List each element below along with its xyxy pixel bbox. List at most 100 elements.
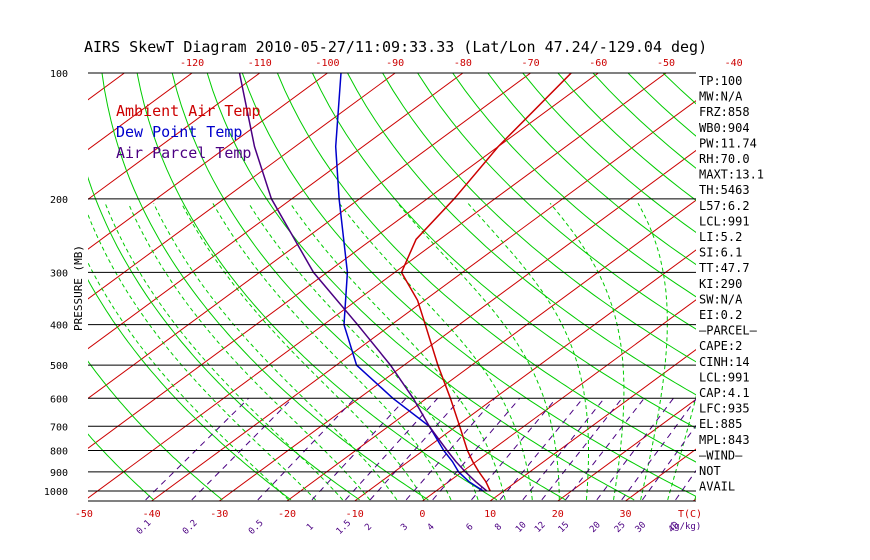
isotherm-line	[286, 199, 696, 501]
pressure-tick-label: 100	[50, 69, 68, 80]
mixing-ratio-line	[311, 397, 407, 501]
dry-adiabat-line	[88, 278, 292, 501]
isotherm-line	[88, 73, 464, 350]
ambient-air-temp-line	[400, 73, 572, 492]
pressure-tick-label: 1000	[44, 487, 68, 498]
index-entry: MW:N/A	[699, 90, 743, 104]
top-temp-tick-label: -110	[248, 58, 272, 69]
isotherm-line	[88, 73, 125, 101]
index-entry: AVAIL	[699, 480, 735, 494]
mixing-ratio-line	[405, 397, 496, 501]
top-temp-tick-label: -40	[725, 58, 743, 69]
dry-adiabat-line	[768, 73, 870, 500]
moist-adiabat-line	[212, 203, 452, 501]
pressure-tick-label: 300	[50, 268, 68, 279]
index-entry: SI:6.1	[699, 246, 742, 260]
bottom-temperature-axis: -50 -40 -30 -20 -10 0 10 20 30 T(C)	[75, 509, 702, 520]
top-temp-tick-label: -90	[386, 58, 404, 69]
index-entry: WB0:904	[699, 121, 750, 135]
moist-adiabat-line	[467, 202, 589, 500]
mixing-ratio-line	[621, 398, 696, 501]
index-entry: EI:0.2	[699, 308, 742, 322]
dry-adiabat-line	[452, 73, 696, 298]
index-entry: LCL:991	[699, 370, 750, 384]
isotherm-line	[0, 73, 57, 501]
dry-adiabat-line	[662, 73, 696, 105]
pressure-tick-label: 600	[50, 394, 68, 405]
moist-adiabat-line	[127, 203, 371, 501]
index-entry: L57:6.2	[699, 199, 750, 213]
index-entry: CAPE:2	[699, 339, 742, 353]
dry-adiabat-line	[276, 73, 696, 463]
dry-adiabat-line	[88, 360, 223, 501]
mixing-ratio-line	[471, 397, 557, 501]
index-entry: TP:100	[699, 74, 742, 88]
dry-adiabat-line	[88, 176, 360, 501]
index-entry: TT:47.7	[699, 261, 750, 275]
index-entry: PW:11.74	[699, 136, 757, 150]
index-entry: KI:290	[699, 277, 742, 291]
dry-adiabat-line	[803, 73, 870, 500]
top-temp-tick-label: -70	[522, 58, 540, 69]
thermodynamic-grid	[0, 73, 870, 501]
index-entry: TH:5463	[699, 183, 750, 197]
index-entry: —PARCEL—	[699, 324, 758, 338]
legend-air-parcel-temp: Air Parcel Temp	[116, 144, 251, 162]
dry-adiabat-line	[382, 73, 696, 363]
dew-point-temp-line	[334, 73, 484, 492]
isotherm-line	[219, 149, 696, 501]
moist-adiabat-line	[153, 203, 398, 501]
top-temp-tick-label: -60	[589, 58, 607, 69]
isotherm-line	[557, 398, 696, 501]
bottom-temp-tick-label: -20	[278, 509, 296, 520]
mixing-ratio-tick-label: 1.5	[335, 518, 354, 537]
index-entry: NOT	[699, 464, 721, 478]
index-entry: —WIND—	[699, 448, 743, 462]
index-entry: LFC:935	[699, 402, 750, 416]
mixing-ratio-tick-label: 10	[514, 520, 529, 535]
mixing-ratio-tick-label: 3	[399, 522, 410, 533]
mixing-ratio-tick-label: 2	[363, 522, 374, 533]
moist-adiabat-line	[104, 203, 344, 501]
mixing-ratio-tick-label: 20	[588, 520, 603, 535]
mixing-ratio-tick-label: 0.5	[247, 518, 266, 537]
dry-adiabat-line	[347, 73, 696, 396]
moist-adiabat-line	[181, 203, 425, 501]
top-temp-tick-label: -120	[180, 58, 204, 69]
chart-title: AIRS SkewT Diagram 2010-05-27/11:09:33.3…	[84, 38, 707, 56]
bottom-temp-tick-label: 0	[419, 509, 425, 520]
pressure-tick-label: 400	[50, 321, 68, 332]
mixing-ratio-tick-label: 0.2	[181, 518, 200, 537]
index-entry: EL:885	[699, 417, 742, 431]
isotherm-line	[422, 299, 696, 501]
index-entry: FRZ:858	[699, 105, 750, 119]
index-entry: CAP:4.1	[699, 386, 750, 400]
bottom-temp-tick-label: -10	[346, 509, 364, 520]
mixing-ratio-line	[541, 397, 623, 501]
dry-adiabat-line	[88, 433, 155, 501]
moist-adiabat-line	[397, 202, 560, 500]
bottom-temp-tick-label: 30	[619, 509, 631, 520]
temperature-unit-label: T(C)	[678, 509, 702, 520]
mixing-ratio-unit-label: (g/kg)	[669, 522, 702, 532]
dry-adiabat-line	[101, 73, 429, 501]
mixing-ratio-tick-label: 15	[557, 520, 572, 535]
dry-adiabat-line	[311, 73, 696, 429]
y-axis-label: PRESSURE (MB)	[72, 245, 85, 331]
top-temperature-axis: -120 -110 -100 -90 -80 -70 -60 -50 -40	[180, 58, 743, 69]
isotherm-line	[489, 348, 696, 501]
dry-adiabat-line	[417, 73, 696, 330]
pressure-tick-label: 700	[50, 422, 68, 433]
dry-adiabat-line	[206, 73, 635, 501]
moist-adiabat-line	[637, 203, 668, 501]
dry-adiabat-line	[136, 73, 498, 501]
isotherm-line	[88, 73, 261, 200]
top-temp-tick-label: -50	[657, 58, 675, 69]
pressure-tick-label: 200	[50, 195, 68, 206]
legend-ambient-air-temp: Ambient Air Temp	[116, 102, 261, 120]
moist-adiabat-line	[549, 202, 625, 501]
bottom-temp-tick-label: 10	[484, 509, 496, 520]
mixing-ratio-line	[145, 397, 249, 501]
dry-adiabat-line	[241, 73, 696, 497]
